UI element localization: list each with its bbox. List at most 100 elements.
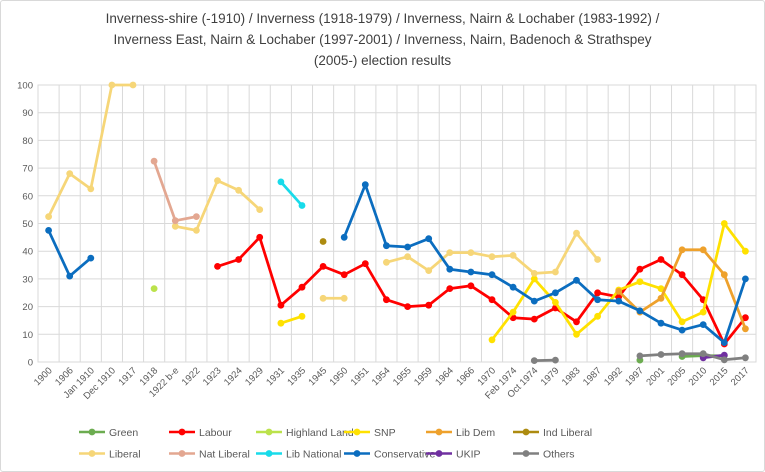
series-line [216,235,747,346]
series-line [532,352,747,362]
x-tick-label: 1959 [412,365,435,388]
data-point [45,213,52,221]
data-point [277,301,285,309]
data-point [488,296,496,304]
legend-item-liberal: Liberal [79,448,141,460]
data-point [383,296,390,304]
data-point [404,303,411,310]
data-point [594,312,601,320]
data-point [171,217,179,225]
data-point [509,308,517,316]
x-tick-label: 1966 [454,365,477,388]
data-point [678,318,686,326]
x-tick-label: 2001 [644,365,667,388]
series-highland-land [150,285,158,292]
y-tick-label: 20 [22,302,33,313]
legend-item-conservative: Conservative [344,448,435,460]
chart-title: Inverness-shire (-1910) / Inverness (191… [1,8,764,71]
x-tick-label: 1931 [264,365,287,388]
data-point [742,275,749,283]
data-point [615,288,623,295]
data-point [594,289,601,297]
y-tick-label: 60 [22,191,33,202]
data-point [340,233,348,241]
data-point [657,294,665,302]
legend-item-labour: Labour [169,427,232,439]
x-tick-label: 1983 [560,365,583,388]
data-point [193,227,200,234]
data-point [552,289,559,297]
x-tick-label: 2010 [687,365,710,388]
y-tick-label: 0 [28,358,33,369]
legend: Green Labour Highland Land SNP Lib Dem Ind Li… [79,427,592,460]
y-tick-label: 30 [22,274,33,285]
legend-item-snp: SNP [344,427,396,439]
x-tick-label: 1997 [623,365,646,388]
x-tick-label: 1945 [306,365,329,388]
data-point [742,314,749,322]
legend-swatch-marker [522,428,530,436]
data-point [678,326,686,334]
data-point [657,256,665,263]
data-point [657,351,665,358]
data-point [552,299,559,306]
x-tick-label: 1924 [222,365,245,388]
legend-label: Ind Liberal [543,427,592,439]
data-point [573,229,580,237]
legend-swatch-marker [265,450,273,457]
data-point [530,315,538,323]
series-line [152,159,198,223]
series-conservative [45,181,749,346]
data-point [214,263,221,270]
legend-label: Liberal [109,448,141,460]
data-point [404,253,411,261]
y-tick-label: 100 [17,81,33,92]
data-point [552,356,559,364]
data-point [488,336,496,344]
data-point [636,265,644,273]
series-labour [214,233,749,348]
legend-label: Lib National [286,448,341,460]
legend-swatch-marker [88,450,96,457]
legend-item-lib-dem: Lib Dem [426,427,495,439]
data-point [467,249,475,256]
data-point [446,285,454,292]
legend-item-ind-liberal: Ind Liberal [513,427,592,439]
data-point [488,253,496,261]
x-tick-label: 2015 [708,365,731,388]
plot-border [37,84,757,363]
data-point [467,282,475,290]
x-tick-label: 1900 [32,365,55,388]
data-point [678,271,686,279]
legend-item-nat-liberal: Nat Liberal [169,448,250,460]
legend-label: Others [543,448,575,460]
data-point [509,283,517,291]
data-point [530,297,538,305]
legend-swatch-marker [435,428,443,436]
data-point [742,247,749,255]
y-tick-label: 90 [22,108,33,119]
data-point [446,249,454,256]
data-point [636,352,644,360]
data-point [530,270,538,277]
x-tick-label: 1935 [285,365,308,388]
data-point [742,325,749,333]
legend-swatch-marker [178,450,186,457]
data-point [298,202,306,209]
data-point [235,256,243,263]
chart-title-line-2: Inverness East, Nairn & Lochaber (1997-2… [113,32,652,47]
x-tick-label: 1955 [391,365,414,388]
data-point [150,157,158,165]
data-point [636,278,644,286]
x-tick-label: 2005 [665,365,688,388]
data-point [319,238,327,245]
data-point [235,186,243,194]
data-point [171,222,179,230]
data-point [699,246,707,254]
data-point [256,233,264,241]
data-point [573,276,580,284]
data-point [361,260,369,268]
data-point [150,285,158,292]
data-point [488,271,496,279]
